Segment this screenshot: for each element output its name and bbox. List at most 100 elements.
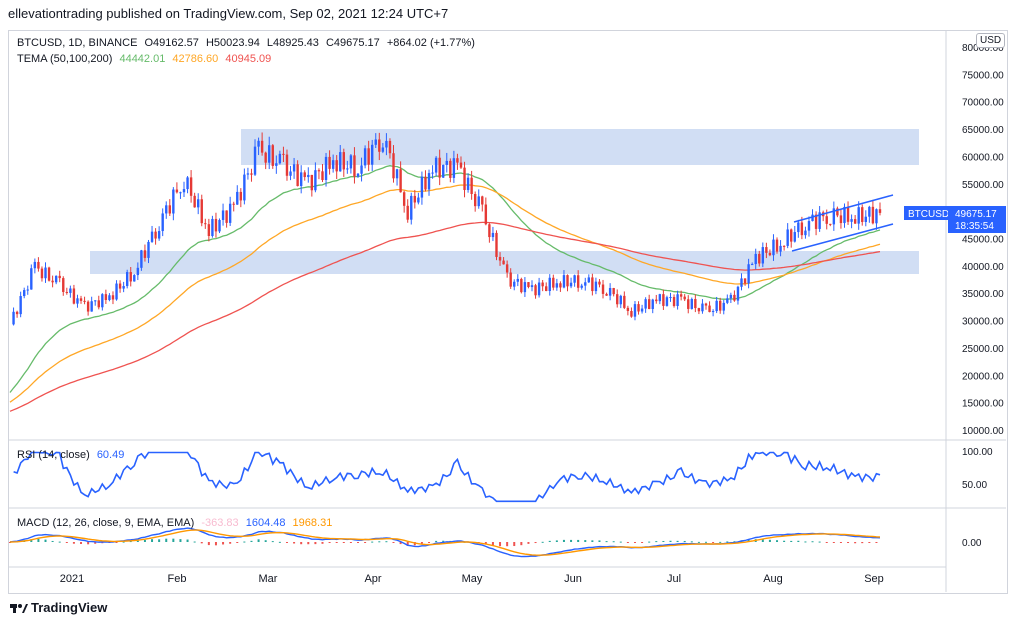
price-tick: 70000.00: [962, 98, 1004, 109]
candle-body: [875, 209, 878, 224]
candle-body: [250, 173, 253, 175]
channel-lower-line[interactable]: [791, 223, 894, 252]
time-axis[interactable]: 2021 Feb Mar Apr May Jun Jul Aug Sep: [60, 573, 884, 585]
candle-body: [108, 295, 111, 301]
macd-hist-bar: [264, 540, 267, 542]
price-tick: 80000.00: [962, 43, 1004, 54]
candle-body: [44, 267, 47, 279]
macd-hist-bar: [584, 540, 587, 542]
candle-body: [527, 282, 530, 288]
candle-body: [363, 148, 367, 166]
candle-body: [477, 196, 480, 207]
candle-body: [385, 140, 388, 148]
candle-body: [523, 282, 527, 293]
candle-body: [12, 311, 15, 325]
brand[interactable]: TradingView: [10, 600, 107, 615]
macd-hist-bar: [676, 540, 679, 542]
candle-body: [846, 206, 850, 222]
candle-body: [346, 168, 349, 170]
macd-hist-bar: [733, 541, 736, 543]
candle-body: [111, 295, 115, 300]
candle-body: [676, 294, 679, 306]
macd-hist-bar: [87, 542, 90, 545]
macd-signal-value: 1968.31: [292, 517, 333, 529]
candle-body: [623, 295, 626, 308]
macd-hist-bar: [143, 540, 146, 542]
price-tick: 25000.00: [962, 344, 1004, 355]
candle-body: [392, 153, 395, 179]
candle-body: [701, 303, 704, 312]
macd-hist-bar: [80, 542, 83, 544]
candle-body: [825, 216, 828, 224]
price-axis[interactable]: 80000.00 75000.00 70000.00 65000.00 60000.00…: [962, 43, 1004, 437]
candle-body: [537, 282, 541, 296]
legend-symbol: BTCUSD, 1D, BINANCE: [17, 37, 138, 49]
candle-body: [466, 177, 470, 190]
macd-hist-bar: [378, 541, 381, 543]
chart-frame[interactable]: [8, 30, 1008, 594]
candle-body: [750, 264, 754, 266]
price-tick: 60000.00: [962, 152, 1004, 163]
candle-body: [484, 204, 488, 225]
candle-body: [861, 207, 864, 222]
candle-body: [761, 247, 765, 264]
bar-countdown: 18:35:54: [955, 221, 994, 232]
candle-body: [197, 199, 200, 208]
candle-body: [605, 293, 608, 296]
macd-hist-bar: [506, 542, 509, 547]
macd-hist-bar: [136, 540, 139, 542]
macd-hist-bar: [499, 542, 502, 547]
candle-body: [271, 145, 274, 166]
time-label: Feb: [168, 573, 187, 585]
candle-body: [612, 288, 615, 295]
candle-body: [51, 280, 54, 283]
candle-body: [594, 281, 598, 292]
macd-hist-bar: [534, 542, 537, 544]
candle-body: [182, 189, 186, 193]
macd-hist-bar: [662, 540, 665, 542]
candle-body: [175, 189, 179, 193]
macd-hist-bar: [697, 541, 700, 543]
candle-body: [836, 208, 839, 216]
candle-body: [420, 176, 424, 198]
candle-body: [424, 176, 427, 190]
candle-body: [722, 302, 725, 311]
candle-body: [456, 158, 459, 163]
candle-body: [655, 299, 658, 302]
candle-body: [580, 285, 583, 288]
candle-body: [463, 167, 466, 190]
macd-hist-bar: [570, 539, 573, 542]
candle-body: [328, 156, 331, 169]
candle-body: [445, 160, 448, 165]
candle-body: [207, 224, 211, 237]
legend-high: H50023.94: [205, 37, 260, 49]
currency-button[interactable]: USD: [976, 33, 1006, 48]
channel-upper-line[interactable]: [793, 194, 894, 223]
macd-hist-bar: [335, 542, 338, 543]
candle-body: [310, 174, 314, 191]
tema-legend: TEMA (50,100,200) 44442.01 42786.60 4094…: [17, 53, 275, 65]
candle-body: [413, 195, 417, 203]
macd-hist-bar: [229, 542, 232, 544]
candle-body: [317, 170, 321, 172]
macd-hist-bar: [278, 541, 281, 543]
candle-body: [857, 207, 860, 224]
candle-body: [438, 157, 441, 178]
price-tick: 55000.00: [962, 180, 1004, 191]
candle-body: [292, 164, 296, 172]
candle-body: [697, 308, 701, 312]
candle-body: [736, 286, 740, 301]
candle-body: [616, 294, 619, 305]
candle-body: [576, 275, 580, 288]
macd-hist-bar: [690, 541, 693, 543]
candle-body: [399, 169, 402, 193]
time-label: May: [462, 573, 483, 585]
candle-body: [296, 164, 299, 187]
candle-body: [378, 139, 381, 152]
candle-body: [733, 294, 736, 301]
candle-body: [587, 277, 591, 283]
price-tick: 40000.00: [962, 262, 1004, 273]
candle-body: [797, 222, 800, 233]
candle-body: [335, 160, 338, 172]
